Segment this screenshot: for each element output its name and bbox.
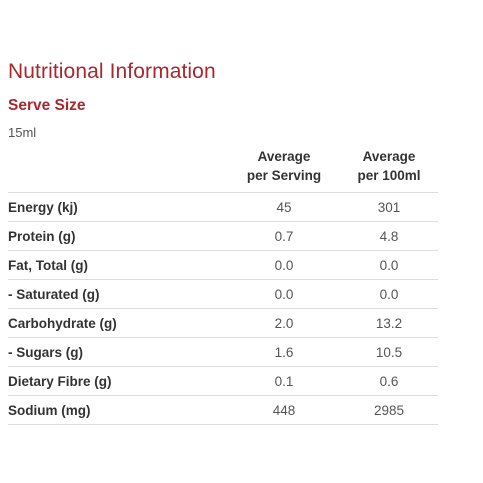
nutrient-name: - Saturated (g) bbox=[8, 279, 228, 309]
per-serving-value: 0.0 bbox=[228, 250, 340, 280]
nutrient-name: Carbohydrate (g) bbox=[8, 308, 228, 338]
per-serving-value: 45 bbox=[228, 192, 340, 222]
per-100ml-value: 4.8 bbox=[340, 221, 438, 251]
per-100ml-header-line-1: Average bbox=[362, 149, 416, 164]
per-100ml-value: 10.5 bbox=[340, 337, 438, 367]
per-serving-header-line-2: per Serving bbox=[246, 168, 322, 183]
nutrient-name: Sodium (mg) bbox=[8, 395, 228, 425]
table-row: - Sugars (g) 1.6 10.5 bbox=[8, 337, 438, 367]
table-header-row: Average per Serving Average per 100ml bbox=[8, 147, 438, 193]
nutrient-name: Dietary Fibre (g) bbox=[8, 366, 228, 396]
per-serving-value: 0.0 bbox=[228, 279, 340, 309]
per-100ml-header-line-2: per 100ml bbox=[357, 168, 421, 183]
per-serving-value: 0.7 bbox=[228, 221, 340, 251]
nutrient-name: Fat, Total (g) bbox=[8, 250, 228, 280]
per-serving-header-line-1: Average bbox=[257, 149, 311, 164]
per-100ml-value: 0.0 bbox=[340, 250, 438, 280]
nutrient-name: - Sugars (g) bbox=[8, 337, 228, 367]
table-row: - Saturated (g) 0.0 0.0 bbox=[8, 279, 438, 309]
table-row: Dietary Fibre (g) 0.1 0.6 bbox=[8, 366, 438, 396]
nutrient-name: Protein (g) bbox=[8, 221, 228, 251]
per-serving-column-header: Average per Serving bbox=[228, 147, 340, 193]
per-100ml-value: 2985 bbox=[340, 395, 438, 425]
per-serving-value: 1.6 bbox=[228, 337, 340, 367]
table-row: Protein (g) 0.7 4.8 bbox=[8, 221, 438, 251]
per-100ml-value: 0.0 bbox=[340, 279, 438, 309]
page-title: Nutritional Information bbox=[8, 60, 216, 84]
table-row: Energy (kj) 45 301 bbox=[8, 192, 438, 222]
per-serving-value: 448 bbox=[228, 395, 340, 425]
per-100ml-value: 0.6 bbox=[340, 366, 438, 396]
nutrition-table: Average per Serving Average per 100ml En… bbox=[8, 147, 438, 425]
per-100ml-value: 13.2 bbox=[340, 308, 438, 338]
table-row: Carbohydrate (g) 2.0 13.2 bbox=[8, 308, 438, 338]
table-row: Sodium (mg) 448 2985 bbox=[8, 395, 438, 425]
per-100ml-column-header: Average per 100ml bbox=[340, 147, 438, 193]
serve-size-heading: Serve Size bbox=[8, 97, 86, 114]
nutrient-name: Energy (kj) bbox=[8, 192, 228, 222]
per-100ml-value: 301 bbox=[340, 192, 438, 222]
per-serving-value: 0.1 bbox=[228, 366, 340, 396]
table-row: Fat, Total (g) 0.0 0.0 bbox=[8, 250, 438, 280]
per-serving-value: 2.0 bbox=[228, 308, 340, 338]
serve-size-value: 15ml bbox=[8, 125, 37, 140]
nutrient-column-header bbox=[8, 147, 228, 193]
